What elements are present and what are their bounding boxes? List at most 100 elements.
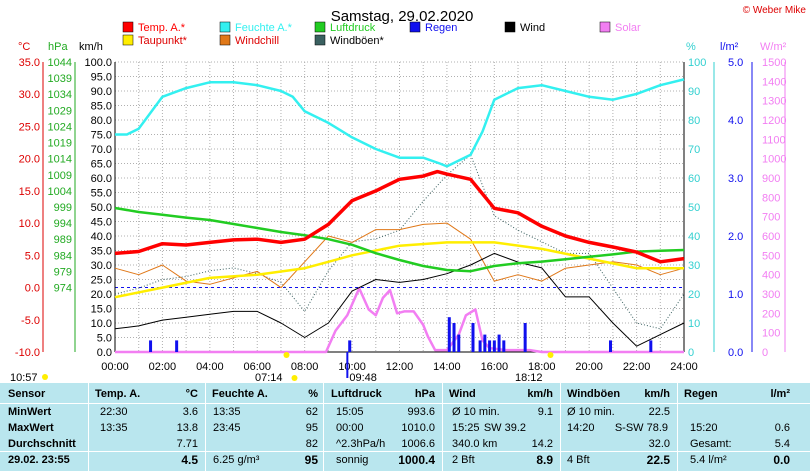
current-time-label: 10:57 (10, 372, 38, 383)
table-cell: 62 (305, 406, 318, 418)
legend-label: Wind (520, 22, 545, 34)
x-tick-label: 08:00 (291, 361, 319, 373)
wind-tick-label: 60.0 (91, 173, 112, 185)
legend-swatch (409, 21, 421, 33)
temp-tick-label: 25.0 (19, 121, 40, 133)
rain-tick-label: 2.0 (728, 231, 743, 243)
table-row-divider (0, 451, 810, 452)
table-cell: Ø 10 min. (452, 406, 500, 418)
table-cell: 15:05 (336, 406, 364, 418)
pressure-tick-label: 1009 (48, 170, 72, 182)
legend-label: Temp. A.* (138, 22, 186, 34)
legend-swatch (599, 21, 611, 33)
legend-swatch (122, 34, 134, 46)
solar-noon-label: 09:48 (349, 372, 377, 383)
table-cell: 32.0 (648, 438, 670, 450)
table-column-divider (88, 383, 89, 471)
humidity-unit-label: % (686, 41, 696, 53)
x-tick-label: 10:00 (338, 361, 366, 373)
legend-swatch (504, 21, 516, 33)
humidity-tick-label: 60 (688, 173, 700, 185)
wind-tick-label: 0.0 (97, 347, 112, 359)
humidity-tick-label: 40 (688, 231, 700, 243)
wind-tick-label: 35.0 (91, 246, 112, 258)
table-cell: 95 (304, 453, 318, 467)
solar-tick-label: 1400 (762, 76, 786, 88)
table-cell: 340.0 km (452, 438, 498, 450)
table-header-cell: Regen (684, 388, 718, 400)
legend-swatch (219, 34, 231, 46)
table-cell: 0.6 (774, 422, 790, 434)
x-tick-label: 16:00 (481, 361, 509, 373)
table-cell: 5.4 l/m² (690, 454, 727, 466)
table-column-divider (442, 383, 443, 471)
copyright-label: © Weber Mike (743, 5, 807, 16)
temp-tick-label: 15.0 (19, 186, 40, 198)
axes: 35.0 30.0 25.0 20.0 15.0 10.0 5.0 0.0 -5.0 -10.0 1… (15, 57, 787, 373)
temp-tick-label: 0.0 (25, 283, 40, 295)
table-cell: 5.4 (774, 438, 790, 450)
legend-swatch (314, 34, 326, 46)
solar-tick-label: 800 (762, 192, 780, 204)
humidity-tick-label: 70 (688, 144, 700, 156)
legend-label: Luftdruck (330, 22, 376, 34)
wind-tick-label: 90.0 (91, 86, 112, 98)
table-header-cell: Temp. A. (95, 388, 141, 400)
pressure-tick-label: 1019 (48, 138, 72, 150)
sunrise-time-label: 07:14 (255, 372, 283, 383)
table-row-divider (0, 403, 810, 404)
solar-tick-label: 500 (762, 250, 780, 262)
rain-bar (649, 340, 653, 352)
table-cell: 82 (305, 438, 318, 450)
wind-tick-label: 70.0 (91, 144, 112, 156)
rain-unit-label: l/m² (720, 41, 739, 53)
rain-bar (452, 323, 456, 352)
table-cell: 3.6 (182, 406, 198, 418)
rain-bar (492, 340, 496, 352)
chart-legend: Temp. A.* Feuchte A.* Luftdruck Regen Wind So… (122, 21, 641, 47)
table-cell: 00:00 (336, 422, 364, 434)
time-marks: 10:57 07:14 09:48 18:12 (10, 352, 554, 383)
humidity-tick-label: 100 (688, 57, 706, 69)
table-header-cell: km/h (644, 388, 670, 400)
sunset-time-label: 18:12 (515, 372, 543, 383)
table-header-cell: hPa (414, 388, 435, 400)
rain-bar (502, 340, 506, 352)
pressure-tick-label: 984 (54, 250, 72, 262)
table-header-cell: Feuchte A. (212, 388, 268, 400)
humidity-tick-label: 10 (688, 318, 700, 330)
series-line-feuchte-a (115, 78, 685, 168)
sunrise-icon (283, 352, 290, 358)
pressure-tick-label: 1024 (48, 121, 72, 133)
temp-tick-label: -5.0 (21, 315, 40, 327)
table-cell: 23:45 (213, 422, 241, 434)
table-cell: 14:20 (567, 422, 595, 434)
table-column-divider (205, 383, 206, 471)
solar-tick-label: 200 (762, 308, 780, 320)
x-tick-label: 20:00 (575, 361, 603, 373)
humidity-tick-label: 20 (688, 289, 700, 301)
solar-tick-label: 1200 (762, 115, 786, 127)
temp-tick-label: 35.0 (19, 57, 40, 69)
table-cell: 993.6 (407, 406, 435, 418)
table-cell: S-SW 78.9 (614, 422, 668, 434)
sunrise-marker-icon (291, 375, 298, 381)
table-cell: 6.25 g/m³ (213, 454, 260, 466)
table-cell: 2 Bft (452, 454, 475, 466)
wind-tick-label: 20.0 (91, 289, 112, 301)
rain-bar (609, 340, 613, 352)
x-tick-label: 18:00 (528, 361, 556, 373)
table-cell: 8.9 (536, 453, 553, 467)
pressure-tick-label: 1014 (48, 154, 72, 166)
pressure-tick-label: 989 (54, 234, 72, 246)
table-cell: sonnig (336, 454, 369, 466)
wind-tick-label: 15.0 (91, 304, 112, 316)
table-cell: 1010.0 (401, 422, 435, 434)
pressure-tick-label: 979 (54, 266, 72, 278)
temp-tick-label: 5.0 (25, 250, 40, 262)
pressure-unit-label: hPa (48, 41, 68, 53)
table-row-label: Durchschnitt (8, 438, 76, 450)
rain-bar (488, 340, 492, 352)
x-tick-label: 06:00 (243, 361, 271, 373)
wind-tick-label: 10.0 (91, 318, 112, 330)
